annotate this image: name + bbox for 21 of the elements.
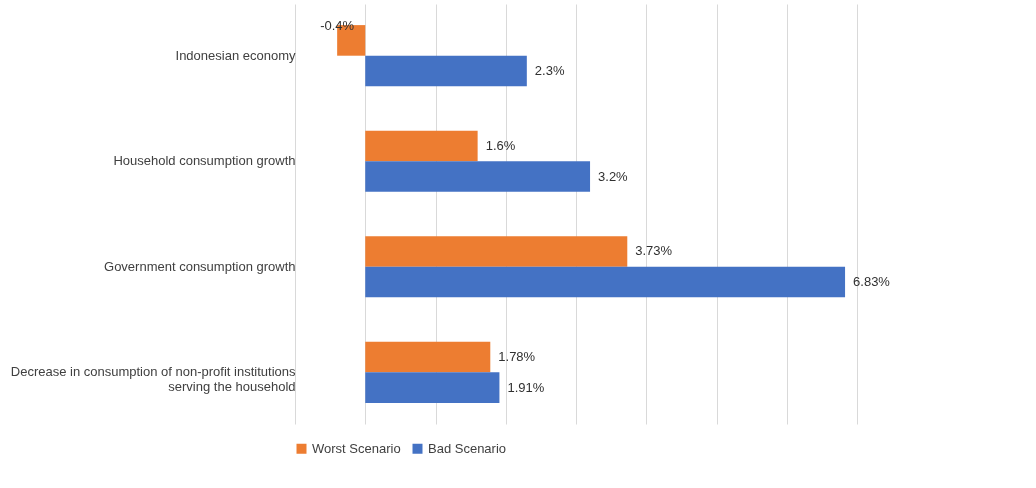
data-label: 2.3%: [534, 63, 565, 79]
bar: [365, 341, 491, 373]
bar: [365, 372, 500, 403]
bar: [365, 55, 527, 87]
bar: [365, 236, 628, 267]
y-tick-label: Household consumption growth: [113, 153, 296, 169]
data-label: 3.73%: [635, 243, 673, 259]
data-label: 6.83%: [853, 274, 891, 290]
bar: [365, 266, 846, 298]
y-tick-label: Government consumption growth: [104, 258, 296, 274]
y-tick-label: Indonesian economy: [175, 47, 296, 63]
bar: [365, 130, 478, 162]
y-tick-label: Decrease in consumption of non-profit institutions serving the household: [10, 364, 296, 395]
data-label: 1.91%: [507, 379, 545, 395]
data-label: 3.2%: [598, 168, 629, 184]
data-label: 1.6%: [485, 137, 516, 153]
legend-label: Worst Scenario: [312, 440, 401, 456]
legend-label: Bad Scenario: [428, 440, 507, 456]
data-label: -0.4%: [320, 18, 355, 34]
data-label: 1.78%: [498, 348, 536, 364]
bar: [365, 161, 591, 192]
